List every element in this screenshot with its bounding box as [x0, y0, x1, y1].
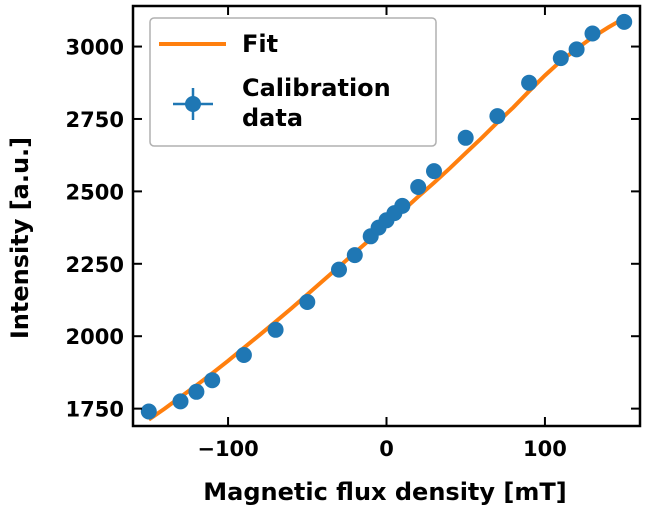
y-tick-label: 1750 — [66, 398, 124, 422]
y-tick-label: 2500 — [66, 180, 124, 204]
calibration-point — [331, 261, 347, 278]
y-axis-label: Intensity [a.u.] — [6, 137, 34, 339]
x-axis-label: Magnetic flux density [mT] — [203, 478, 566, 506]
calibration-point — [521, 74, 538, 91]
calibration-point — [426, 163, 442, 180]
legend-fit-label: Fit — [242, 30, 278, 58]
y-tick-label: 3000 — [66, 36, 124, 60]
legend: Fit Calibration data — [149, 17, 437, 147]
calibration-point — [235, 347, 252, 363]
calibration-point — [267, 321, 284, 338]
calibration-point — [394, 197, 411, 214]
legend-data-label: Calibration data — [242, 74, 399, 132]
calibration-point — [410, 179, 427, 195]
calibration-point — [172, 393, 189, 410]
x-tick-label: 100 — [523, 437, 567, 461]
plot-area — [140, 13, 633, 422]
x-tick-label: −100 — [197, 437, 258, 461]
calibration-point — [584, 25, 601, 42]
calibration-point — [616, 13, 633, 30]
calibration-point — [552, 50, 569, 67]
calibration-point — [457, 129, 474, 146]
x-tick-label: 0 — [379, 437, 394, 461]
y-tick-label: 2250 — [66, 253, 124, 277]
legend-data-label-line-1: Calibration — [242, 74, 391, 102]
calibration-point — [568, 41, 585, 58]
calibration-point — [299, 294, 316, 310]
calibration-point — [140, 403, 157, 420]
calibration-point — [204, 372, 221, 389]
calibration-point — [489, 108, 506, 125]
y-tick-label: 2750 — [66, 108, 124, 132]
legend-data-marker — [185, 96, 201, 112]
calibration-point — [188, 383, 205, 400]
legend-data-label-line-2: data — [242, 104, 303, 132]
legend-frame — [149, 17, 437, 147]
axes: −100 0 100 1750 2000 2250 2500 2750 3000 — [66, 4, 642, 461]
calibration-point — [346, 247, 363, 264]
y-tick-label: 2000 — [66, 325, 124, 349]
